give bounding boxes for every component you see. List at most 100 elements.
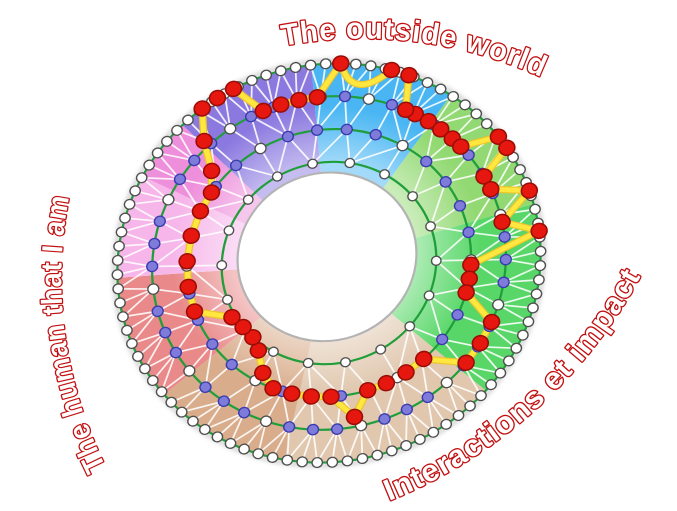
node-ring4[interactable] [532,274,545,286]
node-ring3[interactable] [237,406,251,419]
selected-node[interactable] [414,349,434,368]
selected-node[interactable] [331,54,351,73]
node-ring3[interactable] [199,381,213,394]
node-ring4[interactable] [111,268,124,281]
node-ring4[interactable] [304,59,317,71]
node-ring4[interactable] [143,159,156,171]
node-ring4[interactable] [252,448,265,460]
node-ring3[interactable] [421,391,435,404]
selected-node[interactable] [529,221,549,240]
node-ring4[interactable] [485,378,498,391]
selected-node[interactable] [233,317,253,336]
selected-node[interactable] [271,95,291,114]
node-ring4[interactable] [114,297,127,309]
selected-node[interactable] [321,387,341,406]
node-ring4[interactable] [155,386,168,398]
node-ring3[interactable] [338,90,352,103]
node-ring3[interactable] [162,193,176,206]
node-ring4[interactable] [371,449,384,461]
node-ring4[interactable] [464,400,477,412]
node-ring4[interactable] [125,337,138,350]
selected-node[interactable] [482,313,502,332]
node-ring4[interactable] [349,58,362,70]
node-ring4[interactable] [181,114,194,126]
selected-node[interactable] [459,269,479,288]
node-ring4[interactable] [502,355,515,367]
node-ring4[interactable] [266,451,279,463]
selected-node[interactable] [456,283,476,302]
node-ring4[interactable] [470,108,483,120]
node-ring4[interactable] [341,455,354,467]
node-ring1[interactable] [267,346,279,357]
node-ring4[interactable] [400,439,413,452]
selected-node[interactable] [185,302,205,321]
node-ring3[interactable] [400,403,414,416]
node-ring4[interactable] [447,90,460,103]
node-ring4[interactable] [120,324,133,336]
node-ring4[interactable] [113,240,126,252]
node-ring3[interactable] [148,237,162,250]
node-ring4[interactable] [198,423,211,435]
node-ring3[interactable] [497,276,511,289]
node-ring4[interactable] [296,456,309,468]
node-ring3[interactable] [282,420,296,433]
node-ring2[interactable] [369,128,383,141]
node-ring4[interactable] [534,245,547,257]
node-ring4[interactable] [111,254,124,266]
node-ring4[interactable] [131,350,144,362]
node-ring3[interactable] [146,283,160,296]
node-ring1[interactable] [307,158,319,169]
node-ring3[interactable] [330,423,344,436]
node-ring3[interactable] [499,253,513,266]
node-ring2[interactable] [310,124,324,137]
node-ring4[interactable] [171,124,184,136]
node-ring3[interactable] [188,154,202,167]
selected-node[interactable] [202,161,222,180]
node-ring1[interactable] [216,259,228,271]
node-ring3[interactable] [491,298,505,311]
selected-node[interactable] [208,89,228,108]
node-ring3[interactable] [173,173,187,186]
node-ring3[interactable] [385,98,399,111]
node-ring2[interactable] [396,139,410,152]
node-ring4[interactable] [510,342,523,354]
node-ring4[interactable] [529,203,542,215]
node-ring4[interactable] [165,396,178,408]
node-ring4[interactable] [356,452,369,465]
node-ring4[interactable] [146,374,159,387]
selected-node[interactable] [492,212,512,231]
node-ring1[interactable] [425,221,437,232]
selected-node[interactable] [382,60,402,79]
node-ring1[interactable] [404,321,416,332]
node-ring3[interactable] [440,376,454,389]
node-ring4[interactable] [516,329,529,341]
node-ring4[interactable] [514,163,527,176]
node-ring1[interactable] [339,357,351,368]
node-ring4[interactable] [421,76,434,89]
node-ring3[interactable] [217,395,231,408]
node-ring2[interactable] [462,226,476,239]
node-ring2[interactable] [453,199,467,212]
node-ring4[interactable] [326,456,339,468]
node-ring4[interactable] [117,311,130,323]
selected-node[interactable] [358,381,378,400]
selected-node[interactable] [497,138,517,157]
selected-node[interactable] [418,112,438,131]
node-ring4[interactable] [459,99,472,111]
node-ring1[interactable] [375,344,387,355]
selected-node[interactable] [307,88,327,107]
node-ring4[interactable] [494,367,507,379]
node-ring4[interactable] [311,456,324,469]
selected-node[interactable] [431,120,451,139]
node-ring4[interactable] [138,363,151,375]
node-ring3[interactable] [145,260,159,273]
node-ring4[interactable] [160,135,173,147]
node-ring4[interactable] [115,226,128,238]
selected-node[interactable] [289,90,309,109]
node-ring1[interactable] [379,169,391,180]
selected-node[interactable] [470,334,490,353]
node-ring4[interactable] [123,198,136,210]
node-ring1[interactable] [242,194,254,205]
node-ring4[interactable] [522,315,535,328]
selected-node[interactable] [301,387,321,406]
